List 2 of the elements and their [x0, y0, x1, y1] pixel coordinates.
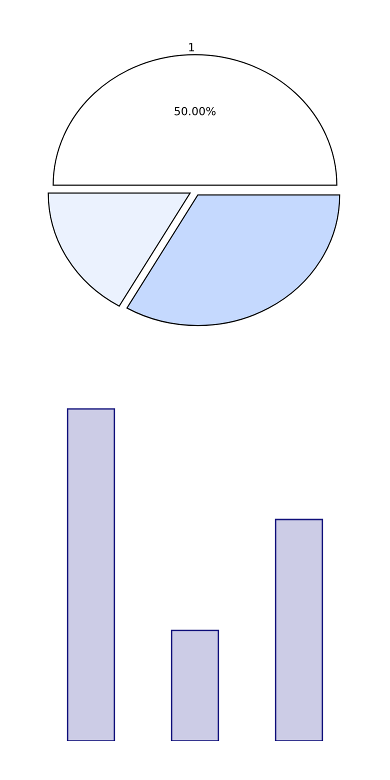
data-label: 50.00% — [174, 106, 216, 116]
slice-label: 1 — [189, 43, 194, 52]
